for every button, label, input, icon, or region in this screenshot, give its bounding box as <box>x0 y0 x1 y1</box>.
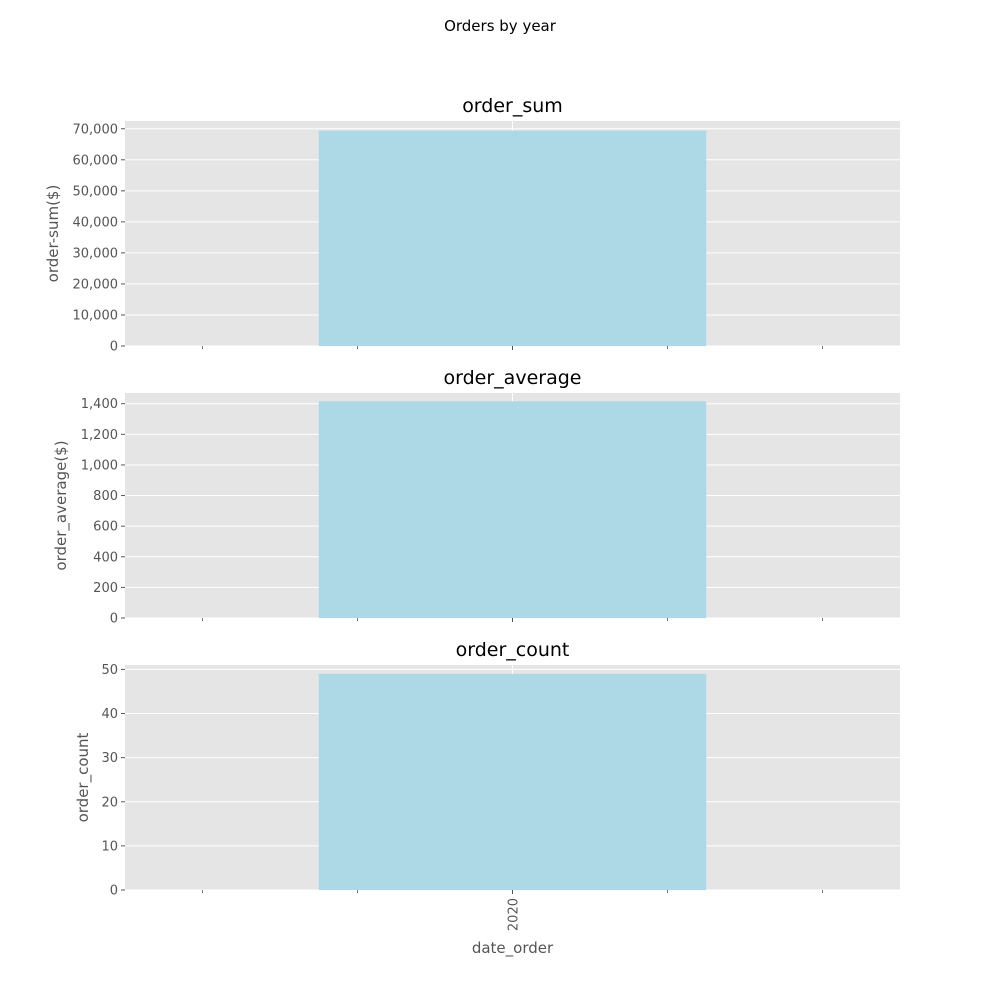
y-tick-label: 0 <box>110 884 118 899</box>
y-tick-label: 10,000 <box>73 308 119 323</box>
y-tick-label: 1,200 <box>81 428 118 443</box>
y-tick-label: 60,000 <box>73 153 119 168</box>
y-tick-label: 1,400 <box>81 397 118 412</box>
y-tick-label: 0 <box>110 612 118 627</box>
y-tick-label: 400 <box>93 550 118 565</box>
y-tick-label: 1,000 <box>81 458 118 473</box>
y-axis-label: order_count <box>74 732 93 822</box>
y-axis-label: order-sum($) <box>44 185 62 283</box>
y-tick-label: 800 <box>93 489 118 504</box>
y-axis-label: order_average($) <box>52 440 71 570</box>
bar <box>318 401 707 618</box>
subplot-title: order_average <box>444 367 582 389</box>
bar <box>318 130 707 346</box>
y-tick-label: 10 <box>101 839 118 854</box>
y-tick-label: 0 <box>110 340 118 355</box>
figure-title: Orders by year <box>444 17 556 35</box>
y-tick-label: 30 <box>101 751 118 766</box>
y-tick-label: 40,000 <box>73 215 119 230</box>
y-tick-label: 20,000 <box>73 277 119 292</box>
y-tick-label: 70,000 <box>73 122 119 137</box>
y-tick-label: 20 <box>101 795 118 810</box>
bar <box>318 673 707 890</box>
y-tick-label: 50,000 <box>73 184 119 199</box>
x-tick-label: 2020 <box>507 898 522 931</box>
y-tick-label: 50 <box>101 663 118 678</box>
subplot-title: order_count <box>456 639 570 661</box>
x-axis-label: date_order <box>472 939 554 958</box>
y-tick-label: 600 <box>93 520 118 535</box>
y-tick-label: 30,000 <box>73 246 119 261</box>
y-tick-label: 200 <box>93 581 118 596</box>
y-tick-label: 40 <box>101 707 118 722</box>
subplot-title: order_sum <box>462 95 563 117</box>
